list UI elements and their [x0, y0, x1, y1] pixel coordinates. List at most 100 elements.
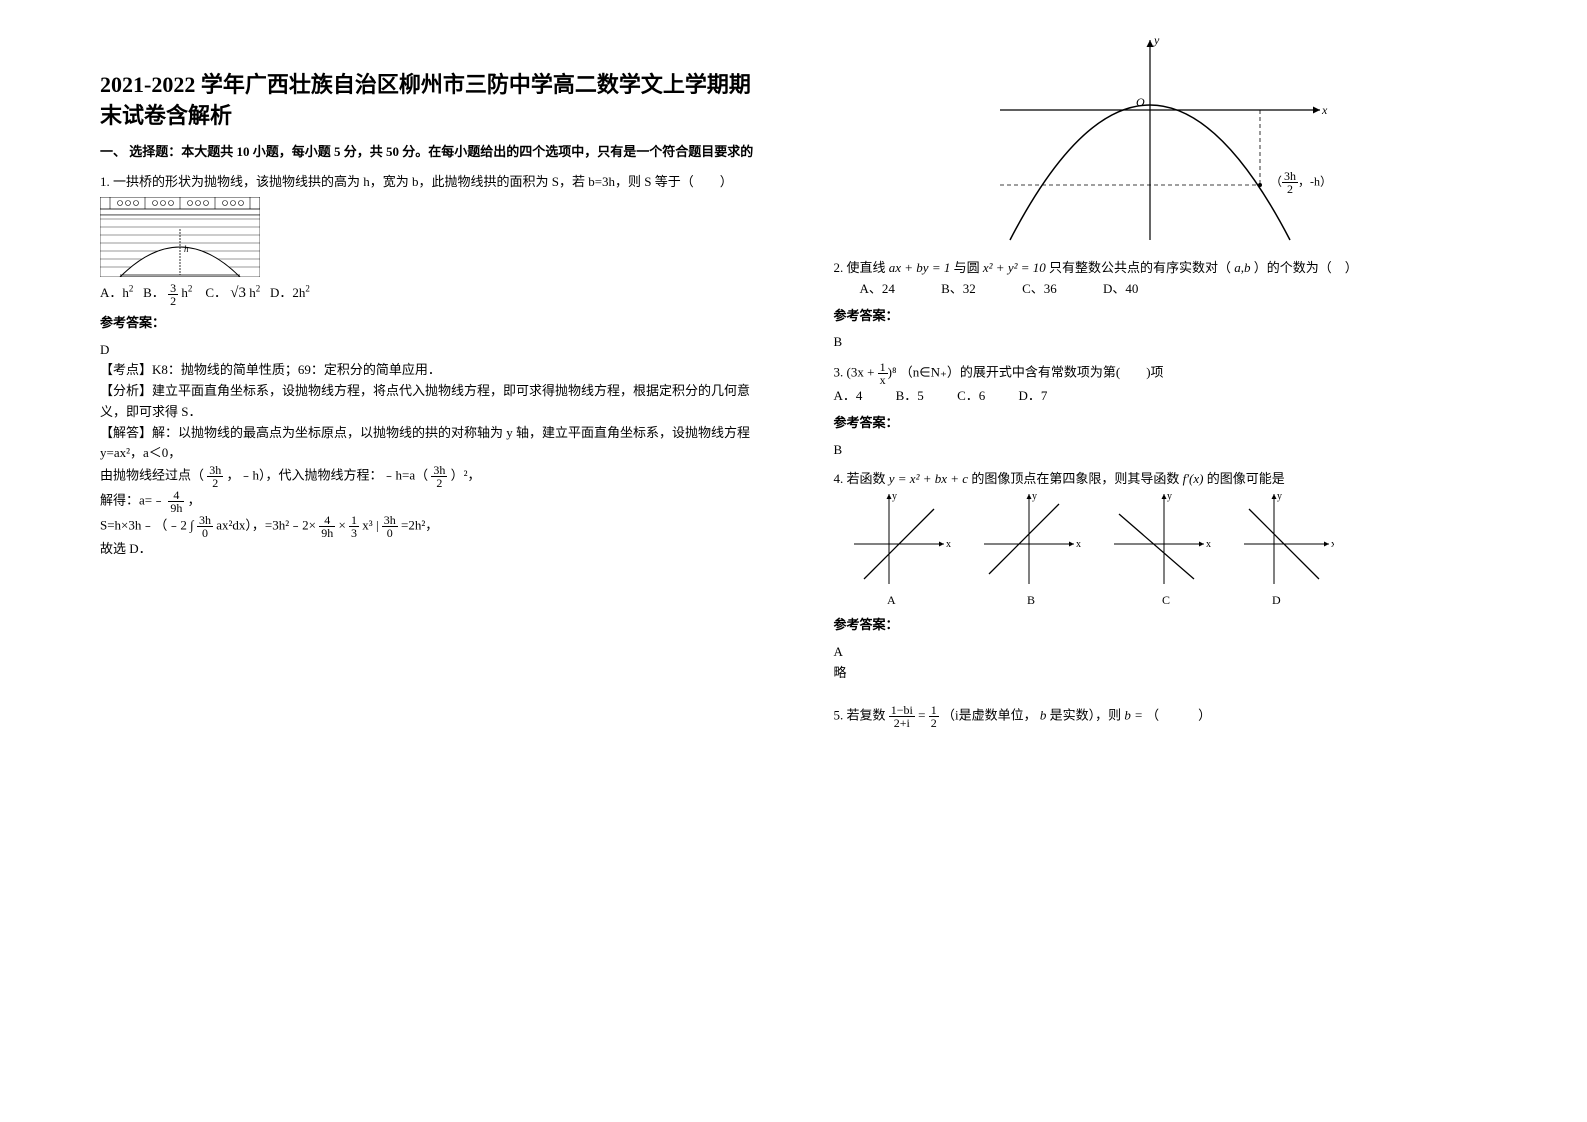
d: 0: [197, 527, 213, 539]
optA: A．4: [834, 386, 863, 407]
txt: =2h²，: [401, 518, 438, 533]
q1-jieda-5: 故选 D．: [100, 539, 754, 560]
txt: (3x +: [847, 365, 878, 380]
d: 2+i: [889, 717, 915, 729]
txt: ，: [188, 493, 201, 508]
axis-y-label: y: [1153, 33, 1160, 47]
optD: D．7: [1018, 386, 1047, 407]
svg-text:x: x: [1206, 539, 1211, 550]
txt: x³ |: [362, 518, 378, 533]
n: 1−bi: [889, 704, 915, 717]
txt: ，﹣h），代入抛物线方程：﹣h=a（: [227, 468, 429, 483]
q4-figure: y x A y x B: [834, 489, 1334, 609]
txt: 2. 使直线: [834, 260, 889, 275]
q2-ans-label: 参考答案：: [834, 306, 1488, 327]
d: 3: [349, 527, 359, 539]
q2-options: A、24 B、32 C、36 D、40: [834, 279, 1488, 300]
origin-label: O: [1136, 95, 1145, 109]
q4-ans-label: 参考答案：: [834, 615, 1488, 636]
b: b: [1040, 707, 1047, 722]
q1-options: A．h2 B． 32 h2 C． √3 h2 D．2h2: [100, 281, 754, 307]
d: 2: [431, 477, 447, 489]
txt: ）²，: [451, 468, 481, 483]
txt: 由抛物线经过点（: [100, 468, 204, 483]
svg-text:y: y: [892, 491, 897, 502]
txt: 4. 若函数: [834, 471, 889, 486]
section-1-heading: 一、 选择题：本大题共 10 小题，每小题 5 分，共 50 分。在每小题给出的…: [100, 142, 754, 163]
n: 3: [168, 282, 178, 295]
q1-ans-label: 参考答案：: [100, 313, 754, 334]
txt: 的图像可能是: [1207, 471, 1285, 486]
txt: ×: [338, 518, 345, 533]
svg-text:C: C: [1162, 593, 1170, 607]
svg-text:x: x: [1331, 539, 1334, 550]
q3-ans-label: 参考答案：: [834, 413, 1488, 434]
optD: D、40: [1090, 279, 1138, 300]
fx: y = x² + bx + c: [889, 471, 968, 486]
title: 2021-2022 学年广西壮族自治区柳州市三防中学高二数学文上学期期末试卷含解…: [100, 70, 754, 132]
svg-text:x: x: [1076, 539, 1081, 550]
d: x: [878, 374, 888, 386]
d: 2: [207, 477, 223, 489]
svg-text:y: y: [1032, 491, 1037, 502]
q1-fenxi: 【分析】建立平面直角坐标系，设抛物线方程，将点代入抛物线方程，即可求得抛物线方程…: [100, 381, 754, 423]
txt: 只有整数公共点的有序实数对（: [1049, 260, 1231, 275]
d: 9h: [168, 502, 184, 514]
txt: 的图像顶点在第四象限，则其导函数: [971, 471, 1182, 486]
question-1: 1. 一拱桥的形状为抛物线，该抛物线拱的高为 h，宽为 b，此抛物线拱的面积为 …: [100, 172, 754, 560]
svg-text:h: h: [184, 244, 189, 254]
q2-ans: B: [834, 332, 1488, 353]
q4-expl: 略: [834, 663, 1488, 684]
right-column: y x O （3h2，-h） 2. 使直线 ax + by = 1: [794, 0, 1587, 1122]
q1-optA: A．h2: [100, 285, 133, 300]
b2: b =: [1124, 707, 1143, 722]
q3-options: A．4 B．5 C．6 D．7: [834, 386, 1488, 407]
optA: A、24: [847, 279, 895, 300]
q1-jieda-1: 【解答】解：以抛物线的最高点为坐标原点，以抛物线的拱的对称轴为 y 轴，建立平面…: [100, 423, 754, 465]
q1-kaodian: 【考点】K8：抛物线的简单性质；69：定积分的简单应用．: [100, 360, 754, 381]
question-3: 3. (3x + 1x)⁸ （n∈N₊）的展开式中含有常数项为第( )项 A．4…: [834, 361, 1488, 460]
txt: （n∈N₊）的展开式中含有常数项为第( )项: [900, 365, 1164, 380]
sqrt: √3: [230, 285, 246, 301]
svg-text:B: B: [1027, 593, 1035, 607]
txt: 5. 若复数: [834, 707, 889, 722]
txt: 是实数），则: [1050, 707, 1125, 722]
svg-text:y: y: [1277, 491, 1282, 502]
q1-optC: C． √3 h2: [205, 285, 263, 300]
eq: =: [918, 707, 929, 722]
svg-text:x: x: [946, 539, 951, 550]
eq: x² + y² = 10: [983, 260, 1046, 275]
txt: C．: [205, 285, 227, 300]
optB: B．5: [896, 386, 924, 407]
q4-ans: A: [834, 642, 1488, 663]
q1-stem: 1. 一拱桥的形状为抛物线，该抛物线拱的高为 h，宽为 b，此抛物线拱的面积为 …: [100, 172, 754, 193]
axis-x-label: x: [1321, 103, 1328, 117]
ab: a,b: [1234, 260, 1250, 275]
txt: A．h: [100, 285, 129, 300]
q1-jieda-3: 解得：a=﹣ 49h ，: [100, 489, 754, 514]
q1-jieda-4: S=h×3h﹣（﹣2 ∫ 3h0 ax²dx），=3h²﹣2× 49h × 13…: [100, 514, 754, 539]
question-5: 5. 若复数 1−bi2+i = 12 （i是虚数单位， b 是实数），则 b …: [834, 704, 1488, 729]
optC: C．6: [957, 386, 985, 407]
tail: （ ）: [1146, 707, 1211, 722]
d: 2: [929, 717, 939, 729]
d: 9h: [319, 527, 335, 539]
q1-jieda-2: 由抛物线经过点（ 3h2 ，﹣h），代入抛物线方程：﹣h=a（ 3h2 ）²，: [100, 464, 754, 489]
question-4: 4. 若函数 y = x² + bx + c 的图像顶点在第四象限，则其导函数 …: [834, 469, 1488, 684]
q1-optD: D．2h2: [270, 285, 310, 300]
fpx: f′(x): [1183, 471, 1204, 486]
d: 0: [382, 527, 398, 539]
svg-text:A: A: [887, 593, 896, 607]
q3-ans: B: [834, 440, 1488, 461]
eq: ax + by = 1: [889, 260, 951, 275]
txt: ）的个数为（ ）: [1254, 260, 1358, 275]
q1-ans: D: [100, 340, 754, 361]
exam-page: 2021-2022 学年广西壮族自治区柳州市三防中学高二数学文上学期期末试卷含解…: [0, 0, 1587, 1122]
n: 1: [929, 704, 939, 717]
optB: B、32: [928, 279, 976, 300]
optC: C、36: [1009, 279, 1057, 300]
txt: 解得：a=﹣: [100, 493, 165, 508]
txt: D．2h: [270, 285, 305, 300]
txt: 与圆: [954, 260, 983, 275]
question-2: 2. 使直线 ax + by = 1 与圆 x² + y² = 10 只有整数公…: [834, 258, 1488, 353]
